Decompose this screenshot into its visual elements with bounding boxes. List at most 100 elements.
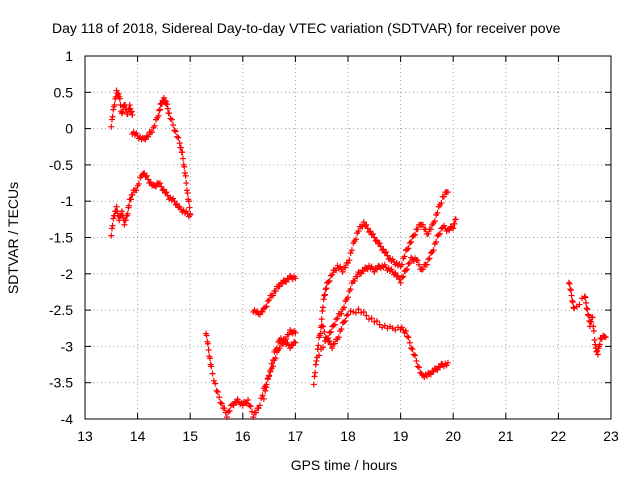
data-point <box>270 363 277 370</box>
data-point <box>391 259 398 266</box>
data-point <box>230 402 237 409</box>
data-point <box>214 388 221 395</box>
data-point <box>426 370 433 377</box>
data-point <box>567 286 574 293</box>
data-point <box>292 339 299 346</box>
data-point <box>225 408 232 415</box>
data-point <box>209 370 216 377</box>
data-point <box>134 132 141 139</box>
data-point <box>256 311 263 318</box>
data-point <box>258 395 265 402</box>
data-point <box>346 257 353 264</box>
data-point <box>338 326 345 333</box>
data-point <box>385 265 392 272</box>
data-point <box>377 243 384 250</box>
data-point <box>137 133 144 140</box>
data-point <box>289 342 296 349</box>
data-point <box>143 132 150 139</box>
data-point <box>287 345 294 352</box>
data-point <box>376 240 383 247</box>
data-point <box>270 292 277 299</box>
data-point <box>262 387 269 394</box>
data-point <box>591 337 598 344</box>
data-point <box>128 196 135 203</box>
data-point <box>450 225 457 232</box>
series-arc-f <box>260 335 299 402</box>
data-point <box>367 228 374 235</box>
data-point <box>277 335 284 342</box>
data-point <box>372 265 379 272</box>
data-point <box>203 332 210 339</box>
data-point <box>358 309 365 316</box>
data-point <box>359 223 366 230</box>
series-arc-h <box>318 189 451 323</box>
data-point <box>167 194 174 201</box>
data-point <box>425 256 432 263</box>
data-point <box>377 265 384 272</box>
data-point <box>160 186 167 193</box>
data-point <box>204 340 211 347</box>
data-point <box>566 280 573 287</box>
data-point <box>342 264 349 271</box>
data-point <box>363 312 370 319</box>
data-point <box>264 298 271 305</box>
data-point <box>213 387 220 394</box>
data-point <box>216 394 223 401</box>
data-point <box>172 201 179 208</box>
data-point <box>263 384 270 391</box>
data-point <box>109 113 116 120</box>
data-point <box>397 279 404 286</box>
data-point <box>320 296 327 303</box>
data-point <box>181 163 188 170</box>
data-point <box>122 217 129 224</box>
data-point <box>430 368 437 375</box>
data-point <box>404 246 411 253</box>
data-point <box>146 179 153 186</box>
data-point <box>342 317 349 324</box>
data-point <box>440 222 447 229</box>
data-point <box>325 278 332 285</box>
data-point <box>164 101 171 108</box>
data-point <box>222 409 229 416</box>
data-point <box>570 304 577 311</box>
data-point <box>442 225 449 232</box>
data-point <box>156 106 163 113</box>
data-point <box>115 91 122 98</box>
data-point <box>133 130 140 137</box>
data-point <box>363 221 370 228</box>
series-arc-b <box>108 170 194 239</box>
data-point <box>221 405 228 412</box>
data-point <box>162 98 169 105</box>
y-tick-label: -1.5 <box>49 230 73 246</box>
data-point <box>331 340 338 347</box>
x-tick-label: 21 <box>498 428 514 444</box>
data-point <box>168 116 175 123</box>
data-point <box>320 304 327 311</box>
data-point <box>321 291 328 298</box>
data-point <box>127 105 134 112</box>
data-point <box>400 273 407 280</box>
data-point <box>434 209 441 216</box>
data-point <box>381 261 388 268</box>
data-point <box>108 225 115 232</box>
data-point <box>406 239 413 246</box>
data-point <box>326 277 333 284</box>
data-point <box>166 110 173 117</box>
data-point <box>412 352 419 359</box>
data-point <box>266 372 273 379</box>
x-tick-label: 19 <box>393 428 409 444</box>
data-point <box>348 247 355 254</box>
data-point <box>321 328 328 335</box>
data-point <box>451 220 458 227</box>
data-point <box>128 108 135 115</box>
data-point <box>381 249 388 256</box>
data-point <box>326 329 333 336</box>
data-point <box>396 260 403 267</box>
data-point <box>416 261 423 268</box>
data-point <box>355 306 362 313</box>
data-point <box>590 323 597 330</box>
data-point <box>345 311 351 318</box>
data-point <box>320 344 327 351</box>
data-point <box>565 279 572 286</box>
data-point <box>317 330 324 337</box>
